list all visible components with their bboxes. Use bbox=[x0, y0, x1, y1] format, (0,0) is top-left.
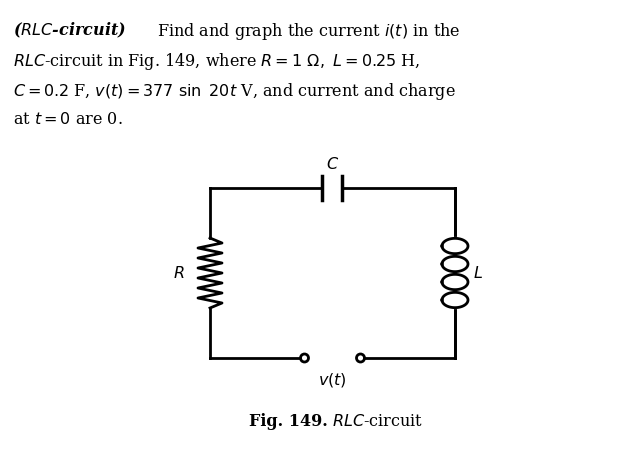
Text: $\mathit{C}$: $\mathit{C}$ bbox=[326, 156, 339, 173]
Text: $v(t)$: $v(t)$ bbox=[318, 371, 347, 389]
Text: Find and graph the current $i(t)$ in the: Find and graph the current $i(t)$ in the bbox=[157, 21, 460, 42]
Text: ($\mathbf{\mathit{RLC}}$-circuit): ($\mathbf{\mathit{RLC}}$-circuit) bbox=[13, 21, 126, 40]
Text: Fig. 149.: Fig. 149. bbox=[248, 413, 327, 430]
Text: $C = 0.2$ F, $v(t) = 377\ \sin\ 20t$ V, and current and charge: $C = 0.2$ F, $v(t) = 377\ \sin\ 20t$ V, … bbox=[13, 81, 456, 102]
Text: $\mathit{RLC}$-circuit in Fig. 149, where $R = 1\ \Omega,\ L = 0.25$ H,: $\mathit{RLC}$-circuit in Fig. 149, wher… bbox=[13, 51, 421, 72]
Text: $\mathit{R}$: $\mathit{R}$ bbox=[173, 264, 185, 282]
Text: at $t = 0$ are 0.: at $t = 0$ are 0. bbox=[13, 111, 123, 128]
Text: $\mathit{RLC}$-circuit: $\mathit{RLC}$-circuit bbox=[333, 413, 424, 430]
Text: $\mathit{L}$: $\mathit{L}$ bbox=[473, 264, 483, 282]
